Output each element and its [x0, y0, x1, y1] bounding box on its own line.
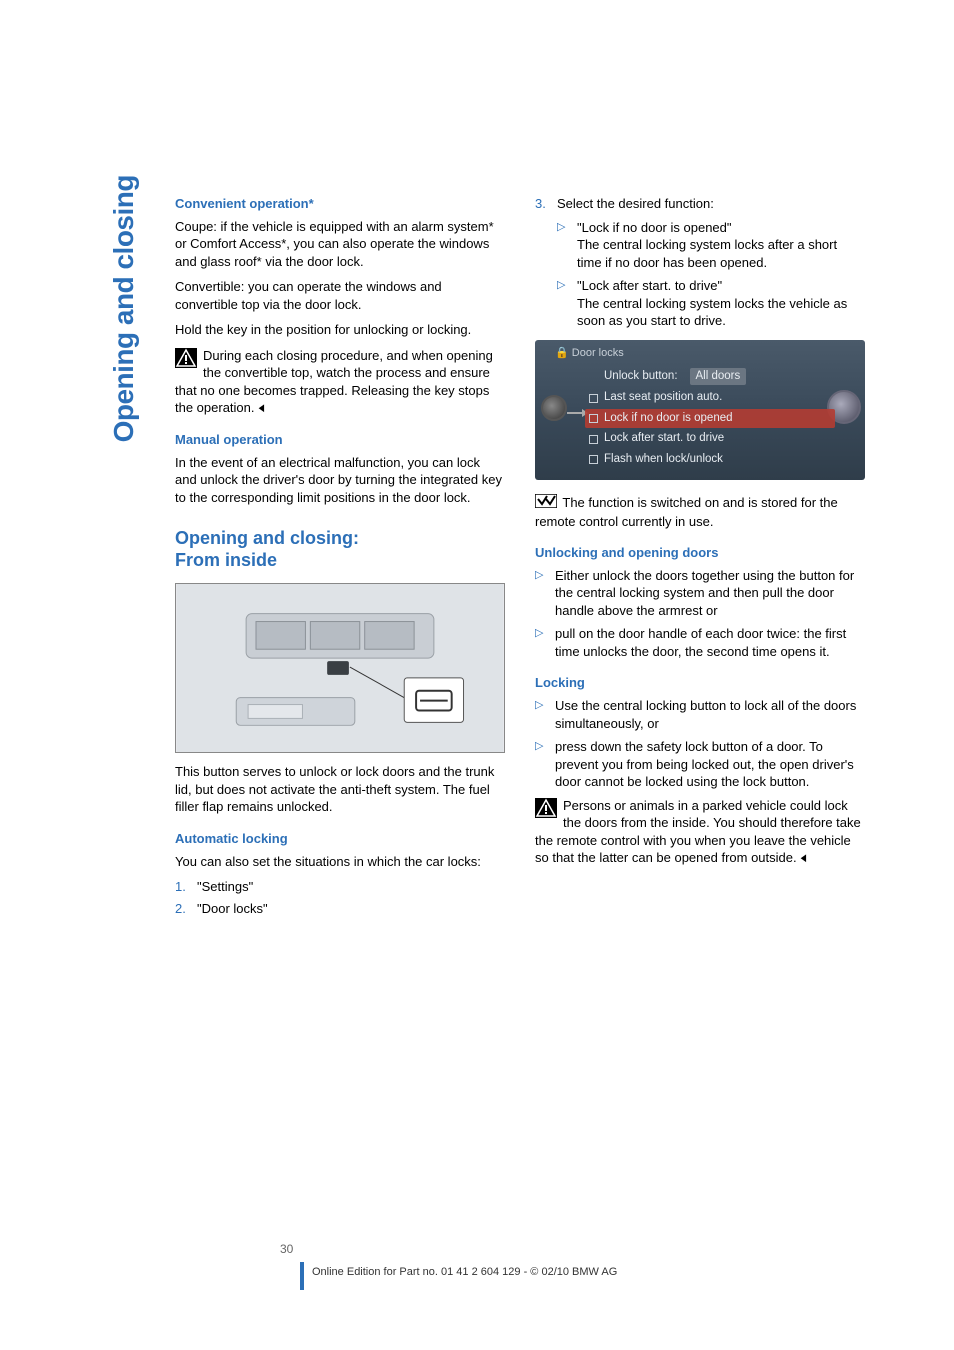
left-column: Convenient operation* Coupe: if the vehi… — [175, 195, 505, 921]
screen-label: Lock if no door is opened — [604, 411, 733, 427]
bullet-icon: ▷ — [535, 567, 547, 620]
bullet-text: Use the central locking button to lock a… — [555, 697, 865, 732]
heading-locking: Locking — [535, 674, 865, 692]
bullet-list: ▷Use the central locking button to lock … — [535, 697, 865, 791]
warning-text: Persons or animals in a parked vehicle c… — [535, 798, 861, 866]
para: Convertible: you can operate the windows… — [175, 278, 505, 313]
footer-copyright: Online Edition for Part no. 01 41 2 604 … — [312, 1265, 617, 1280]
para: You can also set the situations in which… — [175, 853, 505, 871]
bullet-icon: ▷ — [557, 277, 569, 330]
list-item: ▷ "Lock if no door is opened" The centra… — [557, 219, 865, 272]
step-number: 1. — [175, 878, 189, 896]
bullet-list: ▷Either unlock the doors together using … — [535, 567, 865, 661]
step-text: "Door locks" — [197, 900, 268, 918]
screen-value: All doors — [690, 368, 747, 386]
arrow-icon — [567, 412, 587, 414]
para: Hold the key in the position for unlocki… — [175, 321, 505, 339]
para: Coupe: if the vehicle is equipped with a… — [175, 218, 505, 271]
heading-auto-locking: Automatic locking — [175, 830, 505, 848]
page-accent-bar — [300, 1262, 304, 1290]
heading-convenient: Convenient operation* — [175, 195, 505, 213]
option-desc: The central locking system locks after a… — [577, 236, 865, 271]
warning-text: During each closing procedure, and when … — [175, 348, 493, 416]
step-text: Select the desired function: — [557, 195, 865, 213]
para: This button serves to unlock or lock doo… — [175, 763, 505, 816]
list-item: ▷Either unlock the doors together using … — [535, 567, 865, 620]
steps-list-cont: 3. Select the desired function: ▷ "Lock … — [535, 195, 865, 336]
end-mark-icon: ◄ — [256, 399, 265, 417]
list-item: ▷press down the safety lock button of a … — [535, 738, 865, 791]
idrive-screenshot: 🔒 Door locks Unlock button: All doors La… — [535, 340, 865, 480]
list-item: 3. Select the desired function: ▷ "Lock … — [535, 195, 865, 336]
warning-icon — [175, 348, 197, 368]
bullet-text: pull on the door handle of each door twi… — [555, 625, 865, 660]
para-text: The function is switched on and is store… — [535, 495, 838, 529]
option-title: "Lock if no door is opened" — [577, 219, 865, 237]
bullet-text: Either unlock the doors together using t… — [555, 567, 865, 620]
list-item: 2. "Door locks" — [175, 900, 505, 918]
list-item: ▷pull on the door handle of each door tw… — [535, 625, 865, 660]
checkbox-icon — [589, 394, 598, 403]
warning-icon — [535, 798, 557, 818]
checkbox-icon — [589, 455, 598, 464]
screen-label: Lock after start. to drive — [604, 431, 724, 447]
step-text: "Settings" — [197, 878, 253, 896]
screen-row: Lock after start. to drive — [585, 429, 835, 449]
screen-label: Unlock button: — [604, 369, 678, 385]
check-status-icon — [535, 494, 557, 513]
options-list: ▷ "Lock if no door is opened" The centra… — [557, 219, 865, 330]
bullet-text: press down the safety lock button of a d… — [555, 738, 865, 791]
section-tab: Opening and closing — [105, 175, 143, 442]
screen-row: Unlock button: All doors — [585, 366, 835, 388]
heading-manual: Manual operation — [175, 431, 505, 449]
para: In the event of an electrical malfunctio… — [175, 454, 505, 507]
warning-block: During each closing procedure, and when … — [175, 347, 505, 417]
list-item: ▷ "Lock after start. to drive" The centr… — [557, 277, 865, 330]
heading-opening-inside: Opening and closing: From inside — [175, 528, 505, 571]
screen-row-highlighted: Lock if no door is opened — [585, 409, 835, 429]
step-number: 3. — [535, 195, 549, 336]
heading-unlocking: Unlocking and opening doors — [535, 544, 865, 562]
checkbox-icon — [589, 435, 598, 444]
screen-label: Last seat position auto. — [604, 390, 722, 406]
screen-title: 🔒 Door locks — [555, 346, 624, 361]
step-number: 2. — [175, 900, 189, 918]
right-column: 3. Select the desired function: ▷ "Lock … — [535, 195, 865, 921]
page-content: Convenient operation* Coupe: if the vehi… — [175, 195, 865, 921]
dashboard-illustration — [175, 583, 505, 753]
bullet-icon: ▷ — [535, 738, 547, 791]
screen-row: Last seat position auto. — [585, 388, 835, 408]
option-title: "Lock after start. to drive" — [577, 277, 865, 295]
bullet-icon: ▷ — [557, 219, 569, 272]
screen-label: Flash when lock/unlock — [604, 452, 723, 468]
list-item: ▷Use the central locking button to lock … — [535, 697, 865, 732]
bullet-icon: ▷ — [535, 697, 547, 732]
screen-menu: Unlock button: All doors Last seat posit… — [585, 366, 835, 471]
checkbox-icon — [589, 414, 598, 423]
screen-row: Flash when lock/unlock — [585, 450, 835, 470]
option-desc: The central locking system locks the veh… — [577, 295, 865, 330]
page-number: 30 — [280, 1241, 293, 1257]
para: The function is switched on and is store… — [535, 494, 865, 530]
warning-block: Persons or animals in a parked vehicle c… — [535, 797, 865, 867]
end-mark-icon: ◄ — [799, 849, 808, 867]
list-item: 1. "Settings" — [175, 878, 505, 896]
steps-list: 1. "Settings" 2. "Door locks" — [175, 878, 505, 917]
bullet-icon: ▷ — [535, 625, 547, 660]
knob-icon — [541, 395, 567, 421]
